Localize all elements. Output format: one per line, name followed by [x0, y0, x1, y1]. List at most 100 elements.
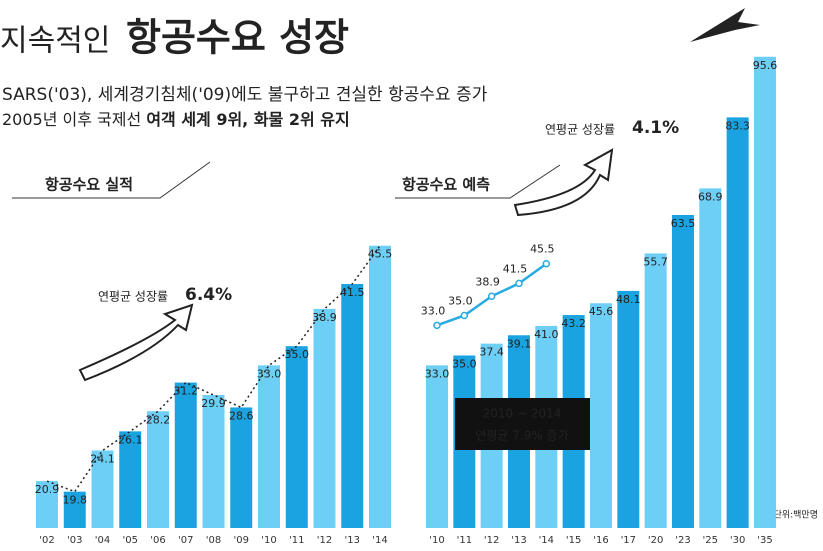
- value-label: 63.5: [671, 217, 696, 230]
- bar: [202, 394, 225, 528]
- x-tick-label: '03: [67, 535, 82, 546]
- subtitle-part: 2005년 이후 국제선: [2, 110, 141, 129]
- value-label: 83.3: [725, 119, 750, 132]
- x-tick-label: '10: [429, 535, 444, 546]
- value-label: 35.0: [285, 348, 310, 361]
- subtitle-bold: 여객 세계 9위, 화물 2위 유지: [146, 110, 349, 129]
- line-value-label: 45.5: [530, 243, 555, 256]
- value-label: 41.5: [340, 286, 365, 299]
- x-tick-label: '23: [675, 535, 690, 546]
- bar: [369, 245, 391, 528]
- line-point: [515, 279, 523, 288]
- x-tick-label: '13: [345, 535, 360, 546]
- bar: [426, 365, 448, 528]
- value-label: 45.5: [368, 248, 393, 261]
- callout-box: [455, 398, 590, 450]
- bar: [341, 284, 364, 528]
- growth-value: 6.4%: [185, 285, 232, 305]
- value-label: 20.9: [35, 483, 60, 496]
- bar: [617, 290, 640, 528]
- x-tick-label: '02: [39, 535, 54, 546]
- value-label: 33.0: [425, 367, 450, 380]
- value-label: 95.6: [753, 59, 778, 72]
- value-label: 35.0: [452, 357, 477, 370]
- title-light: 지속적인: [0, 24, 110, 59]
- value-label: 26.1: [118, 433, 143, 446]
- bar: [313, 308, 336, 528]
- bar: [63, 491, 86, 528]
- x-tick-label: '07: [178, 535, 193, 546]
- bar: [147, 411, 169, 528]
- x-tick-label: '35: [757, 535, 772, 546]
- bar: [91, 450, 114, 528]
- leader: [395, 164, 561, 199]
- growth-label: 연평균 성장률: [545, 123, 615, 137]
- line-point: [542, 259, 551, 268]
- x-tick-label: '14: [372, 535, 387, 546]
- arrow: [78, 303, 194, 382]
- value-label: 68.9: [698, 190, 723, 203]
- line-value-label: 41.5: [503, 262, 528, 275]
- chart-title: 항공수요 실적: [45, 176, 133, 194]
- chart-title: 항공수요 예측: [402, 176, 490, 194]
- value-label: 41.0: [534, 328, 559, 341]
- bar: [589, 303, 612, 528]
- subtitle: SARS('03), 세계경기침체('09)에도 불구하고 견실한 항공수요 증…: [2, 85, 488, 105]
- bar: [36, 481, 58, 528]
- leader: [12, 161, 211, 199]
- x-tick-label: '30: [730, 535, 745, 546]
- bar: [285, 346, 308, 528]
- bar: [726, 117, 749, 529]
- x-tick-label: '11: [289, 535, 304, 546]
- bar: [753, 56, 776, 529]
- value-label: 43.2: [561, 317, 586, 330]
- arrow: [513, 148, 614, 217]
- plane-icon: [690, 8, 760, 42]
- x-tick-label: '25: [703, 535, 718, 546]
- value-label: 29.9: [201, 397, 226, 410]
- x-tick-label: '15: [566, 535, 581, 546]
- unit-note: 단위:백만명: [774, 510, 818, 521]
- bar: [644, 253, 667, 528]
- bar: [699, 188, 722, 529]
- bar: [230, 407, 253, 528]
- value-label: 55.7: [643, 255, 668, 268]
- value-label: 24.1: [90, 452, 115, 465]
- callout-text: 연평균 7.9% 증가: [475, 429, 568, 443]
- value-label: 45.6: [589, 305, 614, 318]
- growth-value: 4.1%: [632, 118, 679, 138]
- value-label: 19.8: [63, 494, 88, 507]
- line-value-label: 35.0: [448, 294, 473, 307]
- x-tick-label: '10: [261, 535, 276, 546]
- line-point: [487, 292, 496, 301]
- value-label: 31.2: [174, 385, 199, 398]
- line-point: [460, 311, 469, 320]
- x-tick-label: '06: [150, 535, 165, 546]
- growth-label: 연평균 성장률: [98, 290, 168, 304]
- x-tick-label: '16: [593, 535, 608, 546]
- value-label: 38.9: [312, 311, 337, 324]
- x-tick-label: '17: [621, 535, 636, 546]
- line-value-label: 33.0: [421, 304, 446, 317]
- line-point: [433, 321, 441, 330]
- x-tick-label: '13: [511, 535, 526, 546]
- bar: [671, 214, 694, 528]
- value-label: 39.1: [507, 337, 532, 350]
- value-label: 28.2: [146, 413, 171, 426]
- value-label: 48.1: [616, 293, 641, 306]
- value-label: 28.6: [229, 409, 254, 422]
- bar: [119, 431, 142, 528]
- x-tick-label: '12: [317, 535, 332, 546]
- subtitle: 2005년 이후 국제선 여객 세계 9위, 화물 2위 유지: [2, 110, 350, 129]
- bar: [174, 382, 197, 528]
- x-tick-label: '04: [95, 535, 110, 546]
- x-tick-label: '14: [539, 535, 554, 546]
- x-tick-label: '12: [484, 535, 499, 546]
- x-tick-label: '20: [648, 535, 663, 546]
- value-label: 37.4: [479, 346, 504, 359]
- title-bold: 항공수요 성장: [126, 16, 349, 60]
- x-tick-label: '08: [206, 535, 221, 546]
- line-value-label: 38.9: [475, 275, 500, 288]
- callout-title: 2010 ~ 2014: [483, 407, 562, 421]
